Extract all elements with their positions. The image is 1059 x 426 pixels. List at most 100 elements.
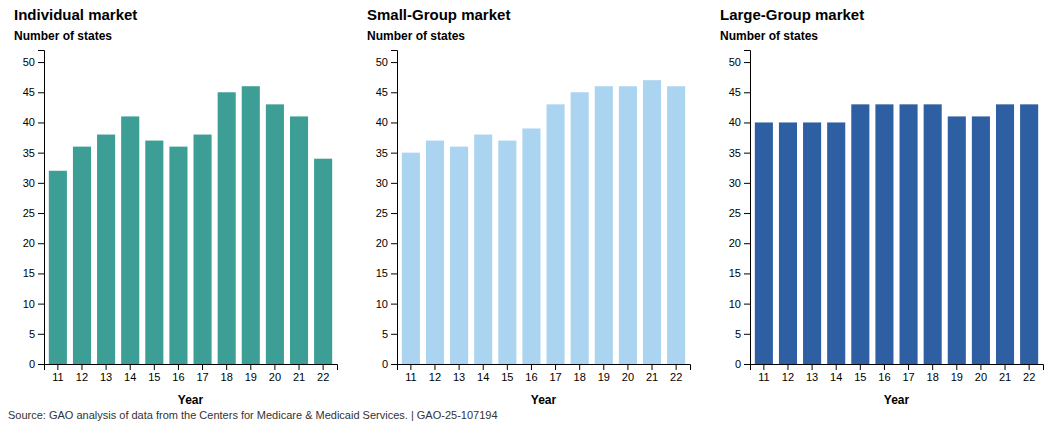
title: Large-Group market [720,6,864,23]
x-tick-label: 14 [830,371,842,383]
x-axis-label: Year [884,393,910,407]
bar [522,129,540,365]
y-tick-label: 10 [376,298,388,310]
x-tick: 12 [429,364,441,383]
y-tick-mark [391,62,397,63]
x-tick-mark [579,364,580,370]
y-tick: 35 [376,147,397,159]
bar [450,147,468,364]
y-tick-label: 5 [735,328,741,340]
bar [73,147,91,364]
bar [667,86,685,364]
y-tick: 20 [376,237,397,249]
x-tick-label: 11 [52,371,63,383]
x-tick: 18 [574,364,586,383]
x-axis-line [751,365,1044,371]
x-tick: 20 [269,364,281,383]
x-tick-label: 20 [269,371,281,383]
bar [924,104,942,364]
x-tick-mark [603,364,604,370]
x-tick: 15 [854,364,866,383]
y-tick: 10 [23,298,44,310]
x-tick-label: 16 [878,371,890,383]
x-tick-label: 16 [172,371,184,383]
x-tick-mark [459,364,460,370]
bar [619,86,637,364]
y-axis: 05101520253035404550 [729,51,751,371]
x-tick-mark [323,364,324,370]
y-tick-mark [391,334,397,335]
x-tick-mark [676,364,677,370]
y-tick-mark [38,364,44,365]
y-tick: 30 [376,177,397,189]
y-tick-mark [391,153,397,154]
y-tick-mark [744,213,750,214]
bar [474,135,492,364]
y-axis-line [391,51,398,365]
x-tick: 21 [999,364,1011,383]
x-tick-mark [932,364,933,370]
title: Individual market [14,6,137,23]
y-tick-mark [391,183,397,184]
y-tick-mark [744,273,750,274]
y-axis-line [744,51,751,365]
x-tick: 22 [670,364,682,383]
x-tick-mark [410,364,411,370]
x-tick-mark [202,364,203,370]
y-tick-label: 15 [23,267,35,279]
x-tick: 16 [878,364,890,383]
x-tick-mark [178,364,179,370]
x-tick-mark [652,364,653,370]
y-tick: 50 [23,56,44,68]
x-tick: 21 [646,364,658,383]
x-tick-label: 21 [293,371,305,383]
y-tick: 30 [729,177,750,189]
y-tick-mark [744,62,750,63]
x-axis: 111213141516171819202122 [45,364,338,383]
y-axis: 05101520253035404550 [376,51,398,371]
x-tick-label: 18 [221,371,233,383]
panel: Large-Group marketNumber of states051015… [720,6,1044,407]
x-tick: 22 [1023,364,1035,383]
bar [571,92,589,364]
x-axis: 111213141516171819202122 [398,364,691,383]
x-tick-label: 12 [76,371,88,383]
bar [948,116,966,364]
bar [218,92,236,364]
y-tick-mark [391,273,397,274]
x-tick-mark [884,364,885,370]
x-tick-mark [250,364,251,370]
x-tick-label: 18 [574,371,586,383]
bar [900,104,918,364]
x-tick: 19 [245,364,257,383]
y-tick-label: 20 [23,237,35,249]
x-tick: 11 [405,364,416,383]
x-tick: 12 [76,364,88,383]
x-tick-mark [81,364,82,370]
y-tick: 40 [376,116,397,128]
y-tick-label: 20 [376,237,388,249]
y-axis-label: Number of states [14,29,112,43]
x-tick-mark [531,364,532,370]
y-tick-label: 15 [729,267,741,279]
x-tick-mark [483,364,484,370]
x-tick-label: 22 [1023,371,1035,383]
x-tick: 13 [100,364,112,383]
x-tick: 13 [453,364,465,383]
x-tick: 19 [951,364,963,383]
y-axis-line [38,51,45,365]
bar [851,104,869,364]
x-tick: 21 [293,364,305,383]
x-tick-mark [627,364,628,370]
y-tick-label: 50 [23,56,35,68]
y-tick: 35 [23,147,44,159]
x-tick-label: 20 [622,371,634,383]
y-tick-mark [38,92,44,93]
y-tick-label: 25 [729,207,741,219]
y-tick-mark [744,364,750,365]
marks [49,86,332,364]
y-tick: 5 [735,328,750,340]
y-tick-mark [391,304,397,305]
y-tick: 35 [729,147,750,159]
x-tick: 17 [549,364,561,383]
